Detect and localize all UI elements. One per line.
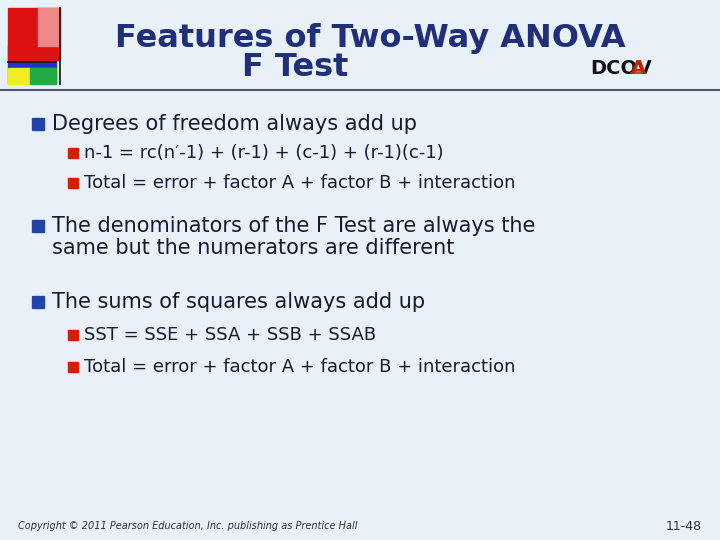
Text: Features of Two-Way ANOVA: Features of Two-Way ANOVA bbox=[114, 23, 625, 53]
Bar bbox=[68, 362, 78, 372]
Bar bbox=[32, 220, 44, 232]
Bar bbox=[8, 45, 56, 83]
Bar bbox=[68, 178, 78, 188]
Text: DCOV: DCOV bbox=[590, 58, 652, 78]
Bar bbox=[68, 330, 78, 340]
Text: The denominators of the F Test are always the: The denominators of the F Test are alway… bbox=[52, 216, 536, 236]
Text: Degrees of freedom always add up: Degrees of freedom always add up bbox=[52, 114, 417, 134]
Text: same but the numerators are different: same but the numerators are different bbox=[52, 238, 454, 258]
Text: Total = error + factor A + factor B + interaction: Total = error + factor A + factor B + in… bbox=[84, 358, 516, 376]
Text: The sums of squares always add up: The sums of squares always add up bbox=[52, 292, 425, 312]
Text: 11-48: 11-48 bbox=[666, 519, 702, 532]
Bar bbox=[32, 296, 44, 308]
Text: Total = error + factor A + factor B + interaction: Total = error + factor A + factor B + in… bbox=[84, 174, 516, 192]
Bar bbox=[8, 8, 60, 60]
Bar bbox=[8, 68, 30, 84]
Text: SST = SSE + SSA + SSB + SSAB: SST = SSE + SSA + SSB + SSAB bbox=[84, 326, 376, 344]
Bar bbox=[38, 8, 60, 46]
Text: Copyright © 2011 Pearson Education, Inc. publishing as Prentice Hall: Copyright © 2011 Pearson Education, Inc.… bbox=[18, 521, 358, 531]
Text: F Test: F Test bbox=[242, 52, 348, 84]
Bar bbox=[68, 148, 78, 158]
Text: A: A bbox=[631, 58, 646, 78]
Text: n-1 = rc(n′-1) + (r-1) + (c-1) + (r-1)(c-1): n-1 = rc(n′-1) + (r-1) + (c-1) + (r-1)(c… bbox=[84, 144, 444, 162]
Bar bbox=[32, 118, 44, 130]
Bar bbox=[30, 68, 56, 84]
